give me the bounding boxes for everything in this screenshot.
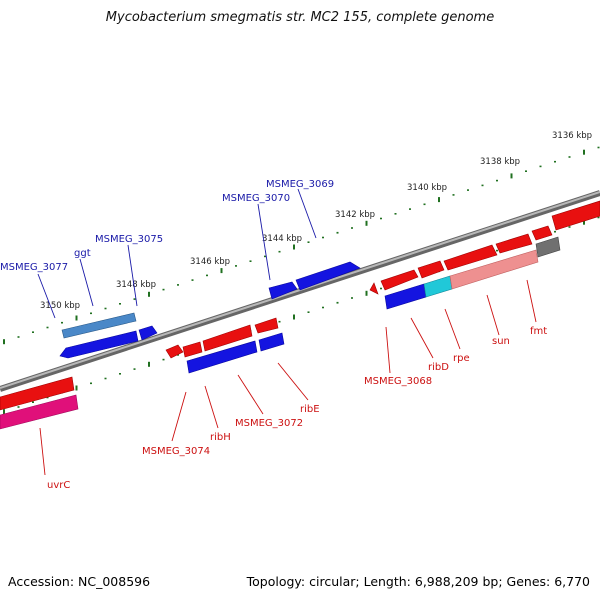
scale-label: 3138 kbp <box>480 157 520 167</box>
feature-uvrC[interactable] <box>0 394 79 430</box>
scale-label: 3136 kbp <box>552 131 592 141</box>
feature-small-red[interactable] <box>369 282 379 295</box>
gene-label[interactable]: uvrC <box>47 480 70 491</box>
feature-msmeg-3075[interactable] <box>138 325 158 341</box>
feature-fmt-red[interactable] <box>531 225 553 241</box>
accession-text: Accession: NC_008596 <box>8 574 151 589</box>
feature-sun-red[interactable] <box>495 233 533 254</box>
scale-label: 3148 kbp <box>116 280 156 290</box>
gene-label[interactable]: ribH <box>210 432 231 443</box>
gene-label[interactable]: MSMEG_3068 <box>364 376 432 387</box>
feature-red-right[interactable] <box>551 200 600 231</box>
gene-label[interactable]: MSMEG_3072 <box>235 418 303 429</box>
label-leaders <box>37 188 537 476</box>
scale-label: 3144 kbp <box>262 234 302 244</box>
gene-label[interactable]: rpe <box>453 353 470 364</box>
genome-backbone <box>0 190 600 392</box>
feature-ribE-blue[interactable] <box>258 332 285 352</box>
top-labels: MSMEG_3077 ggt MSMEG_3075 MSMEG_3070 MSM… <box>0 179 334 273</box>
gene-label[interactable]: MSMEG_3074 <box>142 446 210 457</box>
feature-msmeg-3077[interactable] <box>59 330 139 359</box>
feature-msmeg-3070[interactable] <box>268 281 298 300</box>
feature-ribD[interactable] <box>423 275 453 298</box>
feature-ribD-red[interactable] <box>417 260 445 279</box>
bottom-labels: uvrC MSMEG_3074 ribH MSMEG_3072 ribE MSM… <box>47 326 547 491</box>
reverse-features <box>0 200 600 430</box>
feature-ribE[interactable] <box>254 317 279 334</box>
scale-label: 3142 kbp <box>335 210 375 220</box>
feature-fmt-gray[interactable] <box>535 236 561 258</box>
feature-msmeg-3068-red[interactable] <box>380 269 419 291</box>
gene-label[interactable]: MSMEG_3075 <box>95 234 163 245</box>
scale-label: 3150 kbp <box>40 301 80 311</box>
forward-features <box>59 261 361 359</box>
topology-summary: Topology: circular; Length: 6,988,209 bp… <box>246 574 590 589</box>
feature-sun[interactable] <box>449 249 539 290</box>
feature-ribH[interactable] <box>202 324 253 352</box>
feature-rpe-red[interactable] <box>443 244 498 271</box>
gene-label[interactable]: ggt <box>74 248 91 259</box>
gene-label[interactable]: ribD <box>428 362 449 373</box>
feature-ggt[interactable] <box>61 312 137 339</box>
gene-label[interactable]: ribE <box>300 404 320 415</box>
diagram-title: Mycobacterium smegmatis str. MC2 155, co… <box>105 10 495 25</box>
gene-label[interactable]: sun <box>492 336 510 347</box>
gene-label[interactable]: MSMEG_3070 <box>222 193 290 204</box>
scale-label: 3140 kbp <box>407 183 447 193</box>
gene-label[interactable]: MSMEG_3077 <box>0 262 68 273</box>
feature-msmeg-3069[interactable] <box>295 261 361 291</box>
gene-label[interactable]: fmt <box>530 326 547 337</box>
feature-msmeg-3074b[interactable] <box>182 341 203 358</box>
scale-track-top <box>3 146 600 345</box>
feature-msmeg-3072[interactable] <box>186 340 258 374</box>
gene-label[interactable]: MSMEG_3069 <box>266 179 334 190</box>
feature-msmeg-3074a[interactable] <box>165 344 184 359</box>
scale-labels: 3136 kbp 3138 kbp 3140 kbp 3142 kbp 3144… <box>40 131 592 311</box>
scale-label: 3146 kbp <box>190 257 230 267</box>
feature-red-left[interactable] <box>0 376 75 411</box>
